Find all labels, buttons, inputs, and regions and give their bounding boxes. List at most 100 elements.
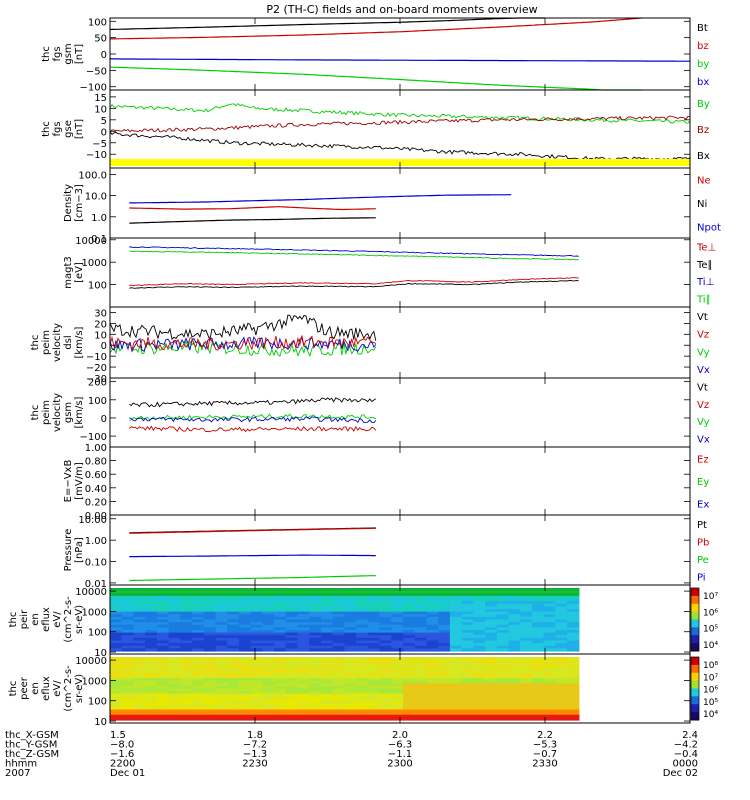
spectrogram-cell [320, 598, 334, 602]
spectrogram-cell [449, 590, 463, 594]
spectrogram-cell [262, 664, 275, 669]
spectrogram-cell [531, 609, 545, 613]
spectrogram-cell [192, 688, 205, 692]
spectrogram-cell [426, 693, 439, 697]
spectrogram-cell [391, 670, 404, 674]
spectrogram-cell [426, 632, 439, 636]
spectrogram-cell [309, 637, 322, 642]
colorbar-tick-label: 10⁶ [703, 686, 718, 696]
spectrogram-cell [438, 693, 451, 697]
spectrogram-cell [320, 683, 334, 687]
spectrogram-cell [438, 704, 451, 708]
spectrogram-cell [508, 616, 521, 621]
spectrogram-cell [297, 659, 310, 663]
spectrogram-cell [156, 657, 170, 661]
spectrogram-cell [274, 717, 287, 721]
y-axis-label: thc [41, 46, 52, 62]
spectrogram-cell [449, 659, 463, 663]
spectrogram-cell [555, 593, 568, 597]
spectrogram-cell [227, 637, 240, 642]
spectrogram-cell [168, 606, 181, 610]
spectrogram-cell [215, 699, 228, 703]
spectrogram-cell [461, 606, 474, 610]
spectrogram-cell [332, 691, 346, 695]
spectrogram-cell [203, 624, 217, 628]
spectrogram-cell [449, 624, 463, 628]
spectrogram-cell [485, 630, 498, 634]
spectrogram-cell [473, 717, 486, 721]
spectrogram-cell [121, 717, 135, 721]
spectrogram-cell [238, 696, 252, 700]
spectrogram-cell [227, 616, 240, 621]
spectrogram-cell [180, 632, 193, 636]
spectrogram-cell [356, 603, 369, 607]
spectrogram-cell [320, 691, 334, 695]
spectrogram-cell [344, 685, 357, 690]
spectrogram-cell [473, 603, 486, 607]
spectrogram-cell [461, 643, 474, 647]
spectrogram-cell [438, 691, 451, 695]
spectrogram-cell [203, 712, 217, 716]
spectrogram-cell [133, 637, 146, 642]
spectrogram-cell [461, 704, 474, 708]
spectrogram-cell [461, 616, 474, 621]
spectrogram-cell [285, 614, 299, 618]
y-axis-label: peer [19, 676, 30, 700]
spectrogram-cell [473, 701, 486, 705]
spectrogram-cell [215, 611, 228, 615]
spectrogram-cell [543, 678, 556, 682]
spectrogram-cell [180, 637, 193, 642]
spectrogram-cell [332, 688, 346, 692]
spectrogram-cell [520, 593, 533, 597]
spectrogram-cell [168, 709, 181, 713]
spectrogram-cell [344, 616, 357, 621]
legend-label: Vz [697, 400, 709, 411]
spectrogram-cell [344, 640, 357, 644]
spectrogram-cell [168, 691, 181, 695]
spectrogram-cell [320, 606, 334, 610]
spectrogram-cell [531, 601, 545, 605]
series-Vy [109, 340, 377, 358]
y-tick-label: 10.00 [78, 515, 107, 526]
spectrogram-cell [250, 672, 263, 676]
spectrogram-cell [367, 588, 381, 592]
spectrogram-cell [320, 659, 334, 663]
spectrogram-cell [110, 603, 123, 607]
spectrogram-cell [320, 593, 334, 597]
spectrogram-cell [403, 645, 416, 649]
spectrogram-cell [555, 714, 568, 718]
spectrogram-cell [356, 672, 369, 676]
spectrogram-cell [520, 706, 533, 711]
spectrogram-cell [309, 624, 322, 628]
spectrogram-cell [403, 670, 416, 674]
spectrogram-cell [496, 601, 510, 605]
spectrogram-cell [309, 648, 322, 652]
spectrogram-cell [192, 637, 205, 642]
spectrogram-cell [227, 714, 240, 718]
spectrogram-cell [180, 667, 193, 671]
series-Vz [128, 425, 377, 433]
spectrogram-cell [192, 611, 205, 615]
spectrogram-cell [274, 640, 287, 644]
y-axis-label: Density [63, 184, 74, 222]
spectrogram-cell [473, 706, 486, 711]
spectrogram-cell [391, 616, 404, 621]
spectrogram-cell [555, 712, 568, 716]
spectrogram-cell [274, 614, 287, 618]
y-tick-label: 10 [94, 648, 107, 659]
spectrogram-cell [262, 712, 275, 716]
spectrogram-cell [332, 659, 346, 663]
y-tick-label: 0.40 [85, 484, 107, 495]
spectrogram-cell [403, 627, 416, 631]
spectrogram-cell [520, 659, 533, 663]
spectrogram-cell [403, 706, 416, 711]
spectrogram-cell [391, 630, 404, 634]
spectrogram-cell [121, 606, 135, 610]
spectrogram-cell [180, 611, 193, 615]
spectrogram-cell [426, 696, 439, 700]
spectrogram-cell [145, 619, 158, 623]
spectrogram-cell [110, 627, 123, 631]
spectrogram-cell [496, 619, 510, 623]
spectrogram-cell [543, 627, 556, 631]
